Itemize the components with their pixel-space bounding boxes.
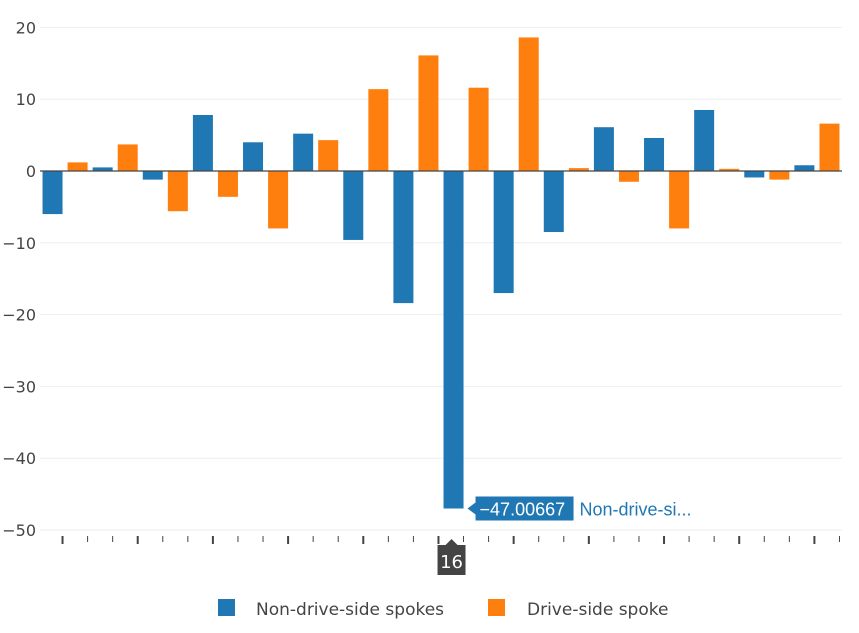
bar-non-drive-side[interactable] [593,127,614,171]
bar-non-drive-side[interactable] [543,171,564,233]
hover-x-text: 16 [440,552,463,573]
bar-drive-side[interactable] [819,123,840,171]
bar-drive-side[interactable] [368,89,389,171]
bar-drive-side[interactable] [217,171,238,197]
legend[interactable]: Non-drive-side spokes Drive-side spoke [218,599,668,620]
hover-series-text: Non-drive-si... [580,500,692,520]
bar-non-drive-side[interactable] [293,133,314,171]
bar-non-drive-side[interactable] [142,171,163,180]
y-tick-label: −10 [2,234,36,253]
bar-non-drive-side[interactable] [493,171,514,294]
y-tick-label: 20 [16,18,36,37]
bar-drive-side[interactable] [518,37,539,172]
bar-drive-side[interactable] [67,162,88,171]
y-tick-label: −40 [2,449,36,468]
y-tick-label: −20 [2,306,36,325]
hover-value-text: −47.00667 [480,500,566,520]
bar-non-drive-side[interactable] [794,165,815,171]
bar-non-drive-side[interactable] [744,171,765,178]
bar-non-drive-side[interactable] [694,109,715,171]
bar-non-drive-side[interactable] [343,171,364,240]
legend-item-drive-side[interactable]: Drive-side spoke [488,599,668,620]
legend-label-non-drive-side: Non-drive-side spokes [256,600,444,620]
bar-drive-side[interactable] [568,168,589,171]
legend-label-drive-side: Drive-side spoke [527,600,668,620]
bar-drive-side[interactable] [117,144,138,171]
bar-non-drive-side[interactable] [192,114,213,171]
x-axis-ticks [61,536,840,544]
legend-swatch-drive-side [488,599,505,616]
hover-tooltip: −47.00667 Non-drive-si... 16 [437,496,692,575]
y-tick-label: −50 [2,521,36,540]
hover-value-box [467,496,574,521]
bar-drive-side[interactable] [268,171,289,229]
bar-drive-side[interactable] [468,87,489,171]
bar-non-drive-side[interactable] [92,167,113,171]
bar-drive-side[interactable] [769,171,790,180]
bar-drive-side[interactable] [418,55,439,171]
bar-drive-side[interactable] [618,171,639,182]
bar-non-drive-side[interactable] [393,171,414,304]
bar-non-drive-side[interactable] [243,142,264,171]
bar-drive-side[interactable] [318,140,339,171]
grid-lines [40,26,842,531]
y-axis-ticks: 20 10 0 −10 −20 −30 −40 −50 [2,18,36,540]
legend-swatch-non-drive-side [218,599,235,616]
bars[interactable] [42,37,840,509]
bar-drive-side[interactable] [167,171,188,212]
y-tick-label: 0 [26,162,36,181]
hover-x-box [437,539,466,575]
bar-non-drive-side[interactable] [42,171,63,215]
bar-non-drive-side[interactable] [644,137,665,171]
bar-non-drive-side[interactable] [443,171,464,509]
legend-item-non-drive-side[interactable]: Non-drive-side spokes [218,599,444,620]
y-tick-label: 10 [16,90,36,109]
y-tick-label: −30 [2,377,36,396]
bar-drive-side[interactable] [669,171,690,229]
bar-drive-side[interactable] [719,168,740,171]
